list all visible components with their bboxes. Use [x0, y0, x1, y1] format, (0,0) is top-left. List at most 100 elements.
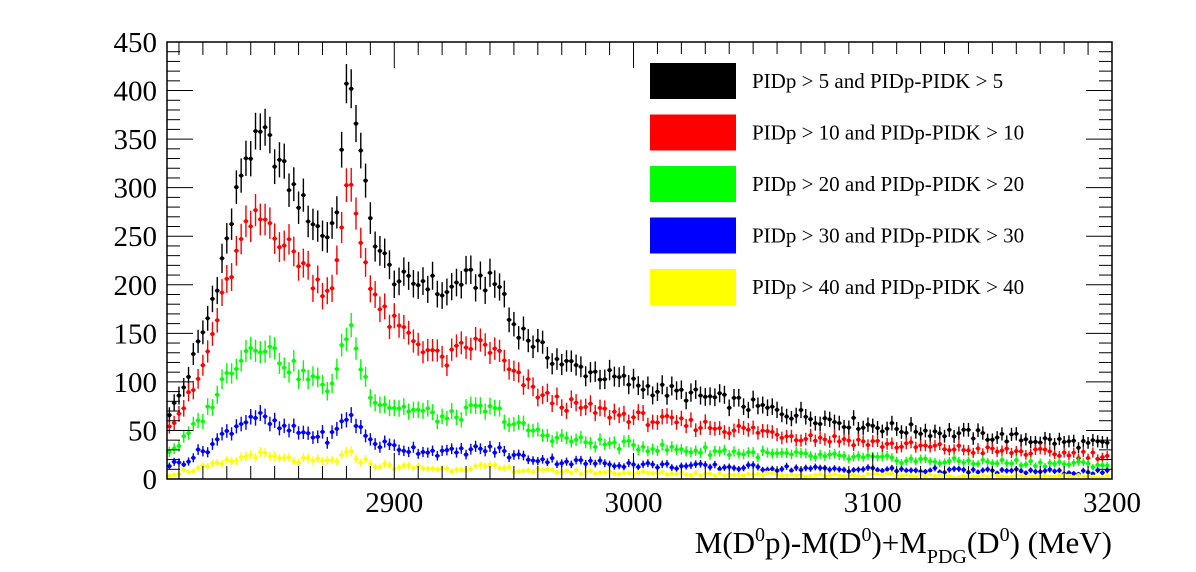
data-marker [597, 458, 603, 463]
data-point [305, 453, 311, 463]
data-marker [282, 423, 287, 428]
data-point [922, 423, 928, 438]
data-point [277, 142, 282, 178]
data-marker [602, 377, 607, 382]
data-marker [353, 423, 359, 429]
data-point [281, 418, 287, 433]
data-point [377, 441, 383, 453]
data-point [659, 408, 665, 425]
data-point [181, 429, 187, 443]
data-marker [215, 318, 220, 323]
data-point [1023, 460, 1029, 469]
data-point [755, 472, 761, 477]
data-marker [899, 429, 904, 435]
data-marker [631, 442, 636, 448]
data-point [1013, 455, 1019, 465]
data-point [808, 465, 813, 472]
data-point [779, 431, 785, 445]
data-point [846, 420, 852, 435]
data-marker [1095, 456, 1100, 461]
data-marker [320, 233, 325, 238]
data-marker [904, 430, 909, 435]
data-point [808, 451, 813, 461]
data-marker [478, 337, 483, 343]
data-marker [401, 269, 406, 274]
data-point [722, 473, 727, 478]
data-point [195, 329, 201, 353]
data-marker [1090, 465, 1095, 470]
data-point [659, 468, 665, 475]
data-marker [1057, 436, 1062, 442]
data-marker [334, 426, 339, 431]
data-point [946, 456, 952, 466]
data-marker [239, 454, 244, 460]
data-marker [655, 448, 660, 453]
data-marker [794, 465, 799, 470]
data-marker [755, 455, 761, 460]
data-point [688, 447, 694, 458]
data-marker [301, 368, 306, 373]
data-marker [784, 414, 789, 419]
data-marker [282, 455, 287, 460]
data-point [755, 426, 761, 440]
data-marker [526, 468, 531, 473]
data-point [789, 449, 794, 460]
data-marker [655, 389, 660, 394]
data-marker [1071, 471, 1076, 476]
data-marker [574, 457, 579, 463]
data-marker [267, 454, 272, 459]
data-marker [473, 285, 478, 291]
data-marker [487, 462, 493, 467]
data-marker [664, 472, 670, 477]
data-point [181, 377, 187, 397]
data-point [966, 422, 971, 437]
data-point [1061, 436, 1067, 448]
data-point [391, 439, 397, 451]
data-point [616, 471, 622, 477]
data-marker [980, 451, 985, 456]
data-marker [999, 458, 1005, 463]
data-marker [861, 455, 866, 460]
data-point [372, 463, 378, 471]
data-point [879, 467, 885, 474]
data-point [774, 428, 780, 442]
data-point [468, 443, 474, 455]
data-marker [712, 448, 717, 454]
data-marker [1066, 453, 1072, 458]
data-marker [530, 469, 536, 475]
data-marker [430, 410, 435, 415]
data-point [913, 474, 919, 479]
data-point [860, 474, 866, 479]
y-tick-label: 250 [114, 221, 158, 253]
data-marker [578, 364, 583, 369]
data-marker [363, 374, 368, 379]
data-marker [808, 466, 813, 471]
data-marker [420, 350, 426, 355]
data-marker [727, 431, 732, 436]
data-point [611, 462, 617, 470]
data-marker [1047, 467, 1052, 472]
data-marker [999, 474, 1005, 479]
data-marker [511, 452, 516, 458]
data-point [281, 143, 287, 179]
data-point [367, 433, 373, 446]
data-point [382, 238, 388, 269]
data-point [348, 407, 354, 423]
data-point [530, 377, 536, 397]
data-marker [492, 346, 497, 351]
data-marker [751, 397, 756, 402]
y-tick-label: 300 [114, 173, 158, 205]
data-marker [478, 403, 483, 408]
data-marker [956, 431, 961, 436]
data-point [286, 362, 292, 383]
data-point [454, 409, 459, 426]
data-marker [368, 461, 373, 466]
data-marker [559, 461, 564, 466]
data-point [521, 316, 526, 341]
data-marker [1052, 441, 1057, 446]
data-point [568, 460, 574, 469]
data-marker [516, 469, 521, 474]
data-point [597, 470, 603, 476]
data-marker [229, 275, 234, 280]
data-point [315, 367, 321, 388]
